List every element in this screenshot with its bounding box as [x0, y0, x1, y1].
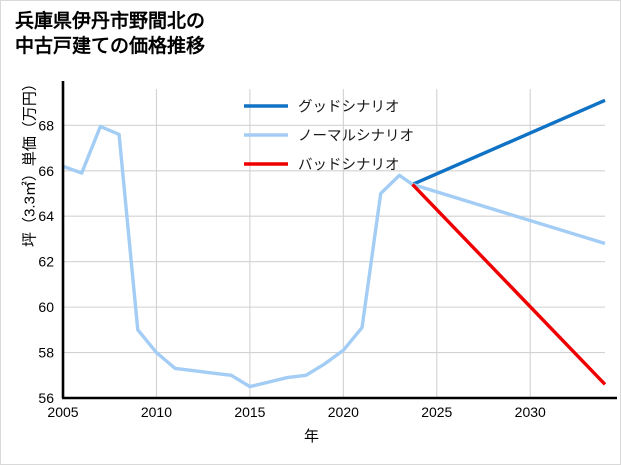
series-line: [62, 124, 606, 389]
data-series: [62, 98, 607, 389]
y-tick-label: 58: [38, 345, 54, 361]
series-line: [411, 98, 606, 186]
axis-spines: [61, 81, 617, 400]
x-tick-label: 2005: [47, 404, 78, 420]
y-tick-label: 64: [38, 208, 54, 224]
x-tick-label: 2010: [141, 404, 172, 420]
y-tick-label: 68: [38, 117, 54, 133]
y-tick-label: 66: [38, 163, 54, 179]
legend-label: ノーマルシナリオ: [298, 129, 414, 145]
legend-label: バッドシナリオ: [298, 158, 400, 174]
y-tick-label: 56: [38, 390, 54, 406]
x-axis-label: 年: [303, 428, 319, 445]
y-tick-label: 60: [38, 299, 54, 315]
x-tick-label: 2020: [328, 404, 359, 420]
x-tick-label: 2015: [234, 404, 265, 420]
series-line: [411, 183, 607, 386]
chart-title: 兵庫県伊丹市野間北の 中古戸建ての価格推移: [15, 11, 206, 58]
axis-tick-labels: 56 58 60 62 64 66 68 2005 2010 2015 2020 2025 2030: [38, 117, 546, 420]
y-tick-label: 62: [38, 254, 54, 270]
legend-label: グッドシナリオ: [298, 99, 400, 116]
x-tick-label: 2030: [515, 404, 546, 420]
x-tick-label: 2025: [421, 404, 452, 420]
